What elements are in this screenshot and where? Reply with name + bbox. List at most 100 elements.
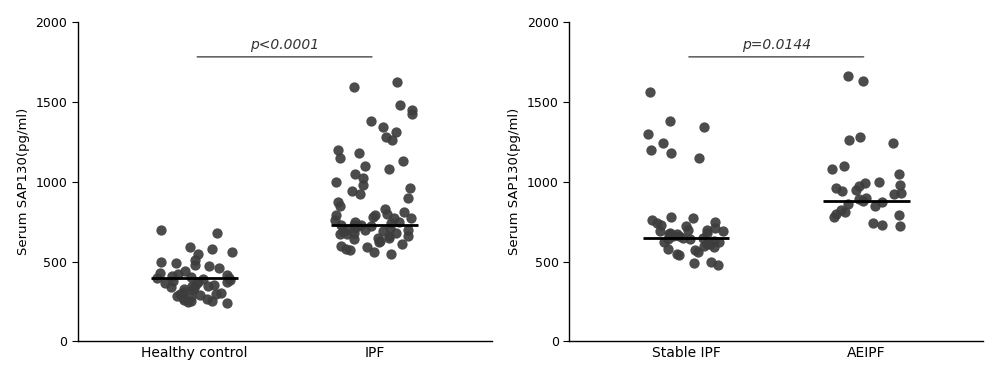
Point [381, 234, 397, 241]
Point [833, 207, 849, 213]
Point [346, 236, 362, 242]
Point [662, 118, 678, 124]
Point [186, 285, 202, 291]
Point [185, 287, 201, 293]
Point [175, 295, 191, 301]
Point [660, 246, 676, 252]
Point [696, 242, 712, 248]
Point [383, 220, 399, 226]
Point [344, 188, 360, 194]
Point [669, 231, 685, 238]
Point [219, 279, 235, 285]
Point [662, 230, 678, 236]
Point [703, 259, 719, 265]
Point [828, 210, 844, 216]
Point [837, 209, 853, 215]
Point [671, 233, 687, 239]
Point [691, 155, 707, 161]
Point [180, 299, 196, 305]
Point [347, 219, 363, 225]
Point [219, 300, 235, 306]
Point [349, 223, 365, 229]
Point [685, 215, 701, 221]
Point [710, 262, 726, 268]
Point [403, 215, 419, 221]
Text: p<0.0001: p<0.0001 [250, 38, 319, 52]
Point [367, 212, 383, 218]
Point [848, 187, 864, 193]
Point [152, 270, 168, 276]
Point [389, 80, 405, 86]
Point [187, 257, 203, 263]
Point [841, 137, 857, 143]
Point [855, 78, 871, 84]
Point [642, 89, 658, 95]
Point [365, 214, 381, 220]
Point [332, 155, 348, 161]
Point [828, 185, 844, 191]
Point [327, 217, 343, 223]
Point [699, 230, 715, 236]
Point [690, 249, 706, 255]
Point [335, 228, 351, 234]
Point [394, 241, 410, 247]
Point [338, 246, 354, 252]
Point [359, 244, 375, 250]
Point [375, 124, 391, 130]
Point [885, 140, 901, 146]
Point [375, 228, 391, 234]
Point [396, 209, 412, 215]
Point [874, 222, 890, 228]
Point [346, 230, 362, 236]
Point [208, 291, 224, 297]
Point [157, 280, 173, 286]
Point [209, 230, 225, 236]
Point [366, 249, 382, 255]
Point [184, 283, 200, 289]
Point [164, 273, 180, 279]
Point [201, 263, 217, 269]
Point [333, 242, 349, 248]
Point [192, 292, 208, 298]
Point [363, 118, 379, 124]
Point [381, 166, 397, 172]
Point [400, 227, 416, 233]
Point [388, 230, 404, 236]
Point [886, 192, 902, 198]
Point [706, 238, 722, 244]
Point [200, 282, 216, 288]
Point [190, 279, 206, 285]
Point [379, 210, 395, 216]
Point [363, 223, 379, 229]
Point [382, 225, 398, 231]
Point [328, 179, 344, 185]
Point [671, 252, 687, 258]
Point [661, 231, 677, 238]
Point [183, 294, 199, 300]
Point [346, 222, 362, 228]
Point [892, 223, 908, 229]
Point [696, 124, 712, 130]
Point [384, 137, 400, 143]
Point [874, 199, 890, 205]
Point [357, 162, 373, 169]
Point [855, 198, 871, 204]
Point [182, 244, 198, 250]
Point [371, 239, 387, 245]
Point [330, 147, 346, 153]
Point [346, 84, 362, 90]
Point [836, 162, 852, 169]
Point [644, 217, 660, 223]
Point [402, 185, 418, 191]
Point [695, 234, 711, 241]
Point [351, 150, 367, 156]
Point [707, 219, 723, 225]
Point [381, 233, 397, 239]
Point [871, 179, 887, 185]
Point [392, 102, 408, 108]
Point [204, 299, 220, 305]
Point [707, 225, 723, 231]
Point [199, 296, 215, 302]
Point [699, 227, 715, 233]
Point [188, 281, 204, 287]
